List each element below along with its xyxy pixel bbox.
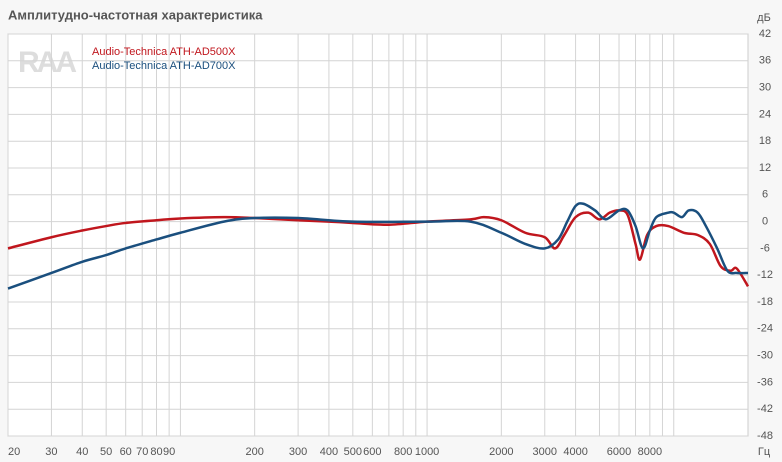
chart-title: Амплитудно-частотная характеристика bbox=[8, 7, 263, 22]
x-tick-label: 500 bbox=[344, 446, 362, 458]
y-tick-label: -42 bbox=[757, 403, 773, 415]
x-tick-label: 50 bbox=[100, 446, 112, 458]
x-tick-label: 6000 bbox=[607, 446, 631, 458]
x-tick-label: 400 bbox=[320, 446, 338, 458]
x-tick-label: 1000 bbox=[415, 446, 439, 458]
y-tick-label: -6 bbox=[760, 242, 770, 254]
y-tick-label: -12 bbox=[757, 269, 773, 281]
y-tick-label: 12 bbox=[759, 162, 771, 174]
x-tick-label: 600 bbox=[363, 446, 381, 458]
watermark: RAA bbox=[18, 46, 76, 79]
y-tick-label: 36 bbox=[759, 55, 771, 67]
series-line bbox=[7, 202, 749, 290]
x-tick-label: 60 bbox=[120, 446, 132, 458]
x-tick-label: 40 bbox=[76, 446, 88, 458]
legend-entry: Audio-Technica ATH-AD700X bbox=[92, 60, 236, 72]
y-tick-label: 6 bbox=[762, 189, 768, 201]
y-tick-label: -36 bbox=[757, 376, 773, 388]
y-tick-label: -30 bbox=[757, 350, 773, 362]
y-tick-label: 24 bbox=[759, 108, 771, 120]
y-tick-label: 30 bbox=[759, 82, 771, 94]
x-tick-label: 80 bbox=[150, 446, 162, 458]
plot-area bbox=[7, 33, 749, 437]
y-tick-label: -48 bbox=[757, 430, 773, 442]
x-tick-label: 2000 bbox=[489, 446, 513, 458]
legend-entry: Audio-Technica ATH-AD500X bbox=[92, 46, 236, 58]
x-tick-label: 70 bbox=[136, 446, 148, 458]
x-tick-label: 8000 bbox=[638, 446, 662, 458]
x-tick-label: 3000 bbox=[533, 446, 557, 458]
y-tick-label: -18 bbox=[757, 296, 773, 308]
x-tick-label: 20 bbox=[8, 446, 20, 458]
y-tick-label: 0 bbox=[762, 216, 768, 228]
x-tick-label: 90 bbox=[163, 446, 175, 458]
y-tick-label: 42 bbox=[759, 28, 771, 40]
y-tick-label: -24 bbox=[757, 323, 773, 335]
x-tick-label: 30 bbox=[45, 446, 57, 458]
x-tick-label: 300 bbox=[289, 446, 307, 458]
x-tick-label: 4000 bbox=[563, 446, 587, 458]
x-tick-label: 200 bbox=[245, 446, 263, 458]
series-line bbox=[7, 209, 750, 288]
y-unit: дБ bbox=[757, 12, 771, 24]
y-tick-label: 18 bbox=[759, 135, 771, 147]
x-unit: Гц bbox=[758, 446, 771, 458]
x-tick-label: 800 bbox=[394, 446, 412, 458]
